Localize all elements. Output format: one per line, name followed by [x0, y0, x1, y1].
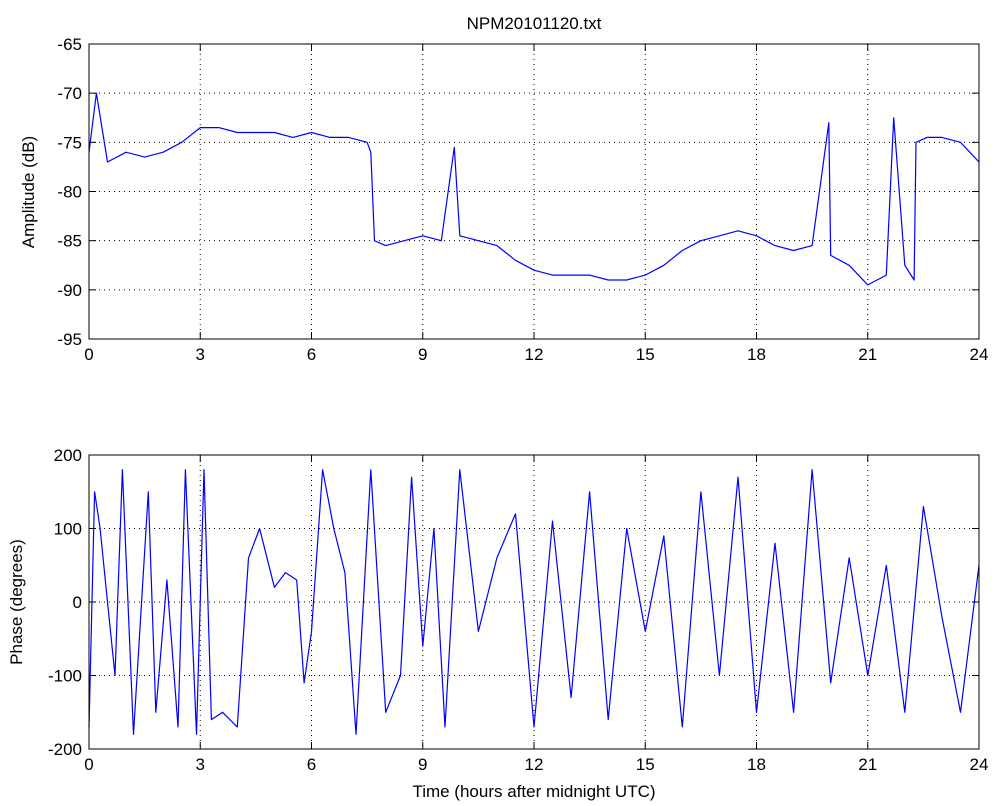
amplitude-y-tick-label: -85 — [57, 232, 82, 251]
phase-series-line — [88, 469, 980, 735]
phase-x-tick-label: 0 — [84, 755, 93, 774]
phase-y-axis-label: Phase (degrees) — [7, 539, 26, 665]
amplitude-grid — [89, 44, 979, 339]
phase-x-tick-label: 3 — [196, 755, 205, 774]
amplitude-plot: 0 3 6 9 12 15 18 21 24 -95 -90 -85 -80 -75 -70 -65 Ampl… — [19, 35, 988, 364]
amplitude-x-tick-label: 12 — [525, 345, 544, 364]
phase-x-tick-label: 6 — [307, 755, 316, 774]
phase-x-tick-label: 12 — [525, 755, 544, 774]
amplitude-x-tick-label: 9 — [418, 345, 427, 364]
amplitude-y-tick-label: -80 — [57, 183, 82, 202]
phase-x-tick-label: 24 — [970, 755, 989, 774]
phase-x-tick-label: 18 — [747, 755, 766, 774]
phase-x-axis-label: Time (hours after midnight UTC) — [412, 782, 655, 801]
phase-ticks: 0 3 6 9 12 15 18 21 24 -200 -100 0 100 200 — [48, 446, 988, 774]
phase-y-tick-label: -100 — [48, 667, 82, 686]
amplitude-y-tick-label: -90 — [57, 281, 82, 300]
phase-series — [88, 469, 980, 735]
phase-y-tick-label: 0 — [73, 593, 82, 612]
phase-y-tick-label: 100 — [54, 520, 82, 539]
phase-y-tick-label: 200 — [54, 446, 82, 465]
figure-title: NPM20101120.txt — [467, 14, 602, 33]
phase-x-tick-label: 15 — [636, 755, 655, 774]
amplitude-y-tick-label: -65 — [57, 35, 82, 54]
amplitude-x-tick-label: 15 — [636, 345, 655, 364]
amplitude-y-axis-label: Amplitude (dB) — [19, 136, 38, 248]
amplitude-x-tick-label: 3 — [196, 345, 205, 364]
amplitude-y-tick-label: -95 — [57, 330, 82, 349]
amplitude-x-tick-label: 18 — [747, 345, 766, 364]
phase-y-tick-label: -200 — [48, 740, 82, 759]
amplitude-x-tick-label: 6 — [307, 345, 316, 364]
phase-x-tick-label: 21 — [858, 755, 877, 774]
amplitude-series — [88, 92, 980, 286]
phase-grid — [89, 455, 979, 749]
amplitude-x-tick-label: 21 — [858, 345, 877, 364]
amplitude-y-tick-label: -75 — [57, 133, 82, 152]
amplitude-x-tick-label: 0 — [84, 345, 93, 364]
amplitude-y-tick-label: -70 — [57, 84, 82, 103]
phase-x-tick-label: 9 — [418, 755, 427, 774]
amplitude-x-tick-label: 24 — [970, 345, 989, 364]
phase-plot: 0 3 6 9 12 15 18 21 24 -200 -100 0 100 200 Phase (deg… — [7, 446, 988, 801]
amplitude-ticks: 0 3 6 9 12 15 18 21 24 -95 -90 -85 -80 -75 -70 -65 — [57, 35, 988, 364]
